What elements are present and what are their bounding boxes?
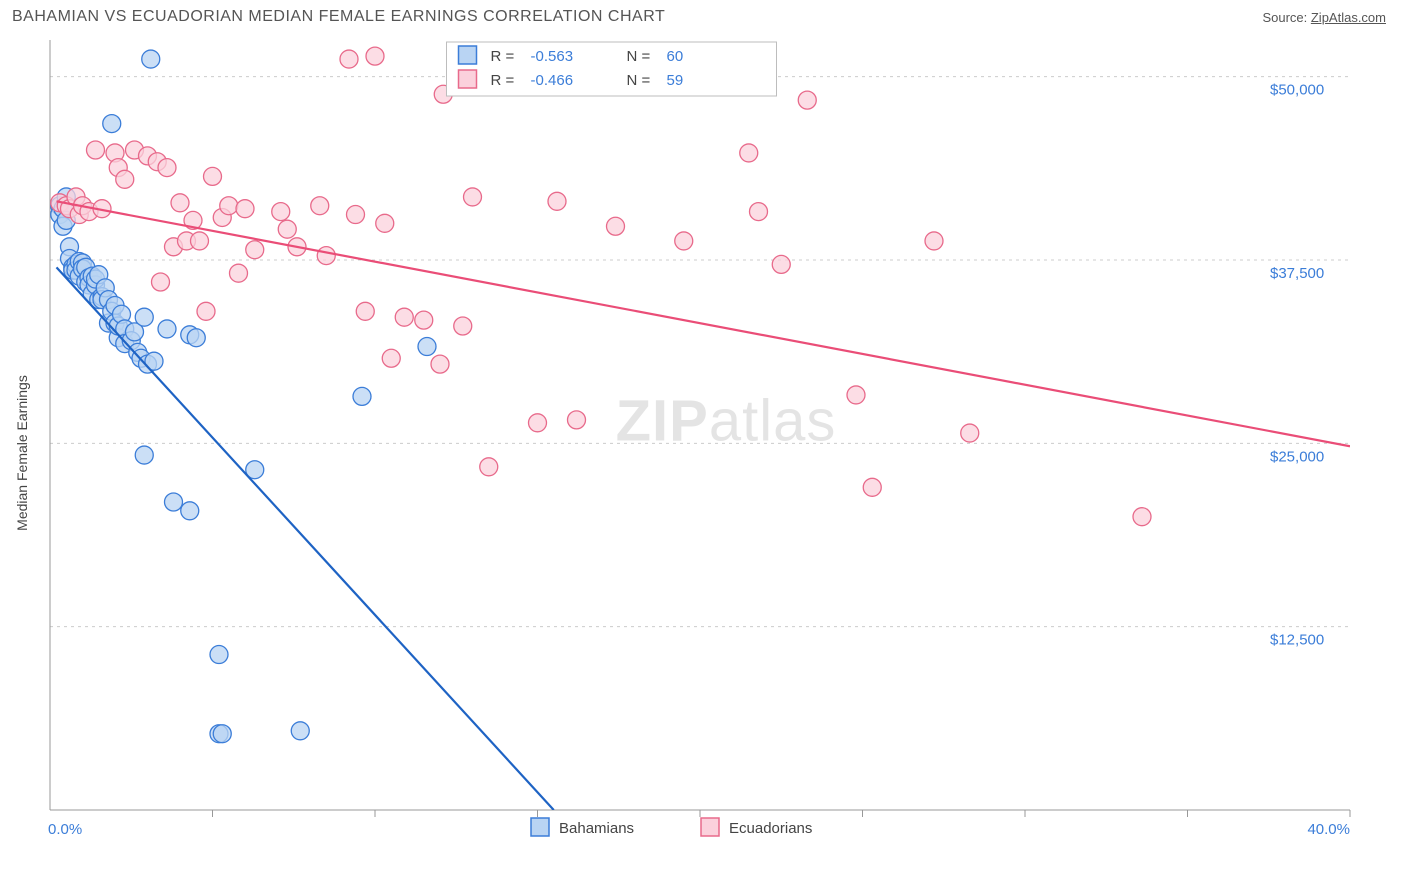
y-axis-label: Median Female Earnings: [14, 375, 30, 531]
legend-n-label: N =: [627, 48, 651, 65]
svg-text:$12,500: $12,500: [1270, 632, 1324, 649]
legend-n-bahamians: 60: [667, 48, 684, 65]
legend-swatch-bahamians: [459, 46, 477, 64]
chart-header: BAHAMIAN VS ECUADORIAN MEDIAN FEMALE EAR…: [0, 0, 1406, 30]
legend-r-label: R =: [491, 48, 515, 65]
legend-n-ecuadorians: 59: [667, 72, 684, 89]
svg-text:$50,000: $50,000: [1270, 82, 1324, 99]
chart-title: BAHAMIAN VS ECUADORIAN MEDIAN FEMALE EAR…: [12, 8, 665, 26]
svg-text:$37,500: $37,500: [1270, 265, 1324, 282]
svg-text:0.0%: 0.0%: [48, 821, 82, 838]
svg-text:$25,000: $25,000: [1270, 448, 1324, 465]
source-prefix: Source:: [1262, 10, 1310, 25]
legend-r-label: R =: [491, 72, 515, 89]
bottom-label-bahamians: Bahamians: [559, 820, 634, 837]
legend-swatch-ecuadorians: [459, 70, 477, 88]
bottom-label-ecuadorians: Ecuadorians: [729, 820, 812, 837]
svg-text:ZIPatlas: ZIPatlas: [616, 388, 837, 453]
legend-n-label: N =: [627, 72, 651, 89]
correlation-scatter-chart: $12,500 $25,000 $37,500 $50,000 0.0% 40.0% ZIP…: [0, 30, 1406, 860]
bottom-swatch-ecuadorians: [701, 818, 719, 836]
bottom-swatch-bahamians: [531, 818, 549, 836]
source-link[interactable]: ZipAtlas.com: [1311, 10, 1386, 25]
svg-text:40.0%: 40.0%: [1307, 821, 1350, 838]
series-ecuadorians: [51, 47, 1151, 526]
legend-r-bahamians: -0.563: [531, 48, 574, 65]
chart-container: Median Female Earnings $12,500 $25,000 $37…: [0, 30, 1406, 860]
source-attribution: Source: ZipAtlas.com: [1262, 10, 1386, 25]
legend-r-ecuadorians: -0.466: [531, 72, 574, 89]
